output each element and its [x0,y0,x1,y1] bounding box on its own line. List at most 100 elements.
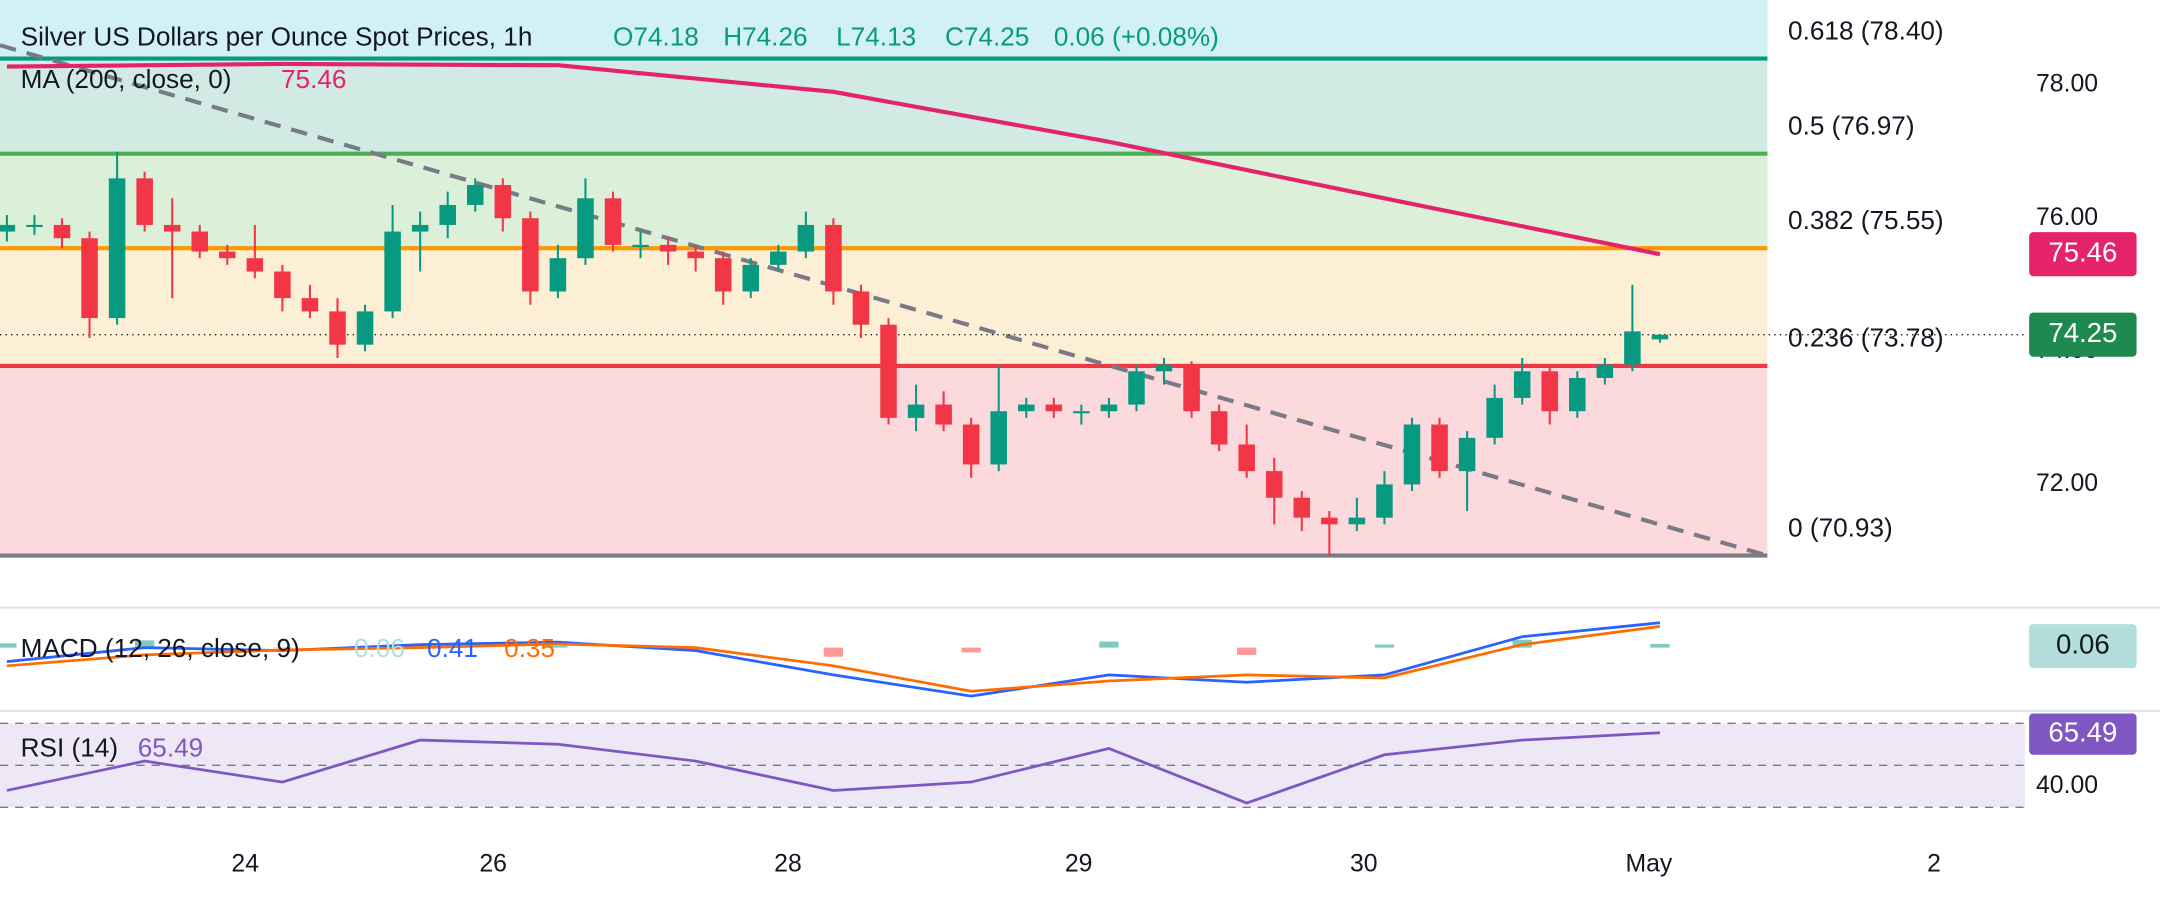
candle-body [1238,444,1255,472]
candle-body [797,224,815,252]
candle-body [53,224,71,239]
candle-body [935,404,952,425]
candle-body [191,231,209,252]
candle-body [880,324,897,418]
candle-body [411,224,429,232]
candle-body [1513,371,1531,398]
candle-body [962,424,980,465]
macd-badge [2029,624,2137,669]
macd-badge-text: 0.06 [2056,628,2110,659]
candle-body [1486,397,1503,438]
ohlc-label: C74.25 [945,22,1029,52]
candle-body [632,244,649,247]
macd-hist-bar [1650,643,1670,648]
ma-badge [2029,232,2137,277]
candle-body [742,264,760,292]
candle-body [1541,371,1559,412]
fib-band [0,0,1768,59]
signal-line [6,625,1661,693]
rsi-badge-text: 65.49 [2048,716,2117,747]
candle-body [907,404,925,418]
x-tick-label: 29 [1065,851,1093,878]
candle-body [1403,424,1421,485]
candle-body [1293,497,1311,518]
macd-hist-bar [0,643,17,648]
macd-hist-bar [1374,644,1395,648]
macd-hist-bar [410,644,430,648]
candle-body [714,258,732,292]
candle-body [439,204,456,225]
macd-hist-bar [135,640,155,648]
candle-body [549,258,567,292]
ohlc-label: L74.13 [836,22,916,52]
candle-body [1569,377,1586,412]
candle-body [852,291,870,325]
candle-body [1128,371,1145,405]
candle-body [0,224,16,232]
y-tick-label: 72.00 [2036,470,2098,497]
candle-body [1183,364,1200,412]
fib-label: 0.236 (73.78) [1788,323,1944,353]
candle-body [136,178,153,225]
candle-body [1210,411,1228,445]
ma-line [6,61,1661,257]
rsi-legend: RSI (14) [21,732,118,762]
candle-body [1376,484,1393,518]
candle-body [301,298,319,312]
y-tick-label: 78.00 [2036,71,2098,98]
macd-legend-value: 0.06 [354,633,405,663]
x-tick-label: 2 [1927,851,1941,878]
fib-band [0,153,1768,249]
rsi-line [6,731,1661,805]
ma-legend-value: 75.46 [281,64,346,94]
candle-body [990,411,1007,465]
candle-body [163,224,181,232]
rsi-badge [2029,713,2137,755]
candle-body [522,218,539,292]
trendline [0,43,1768,558]
candle-body [577,198,594,259]
fib-label: 0.618 (78.40) [1788,15,1944,45]
ma-legend: MA (200, close, 0) [21,64,232,94]
x-tick-label: 28 [774,851,802,878]
change-label: 0.06 (+0.08%) [1054,22,1219,52]
candle-body [1624,331,1641,365]
rsi-tick-label: 40.00 [2036,772,2098,799]
macd-hist-bar [823,647,844,657]
price-badge-text: 74.25 [2048,317,2117,348]
candle-body [81,238,98,319]
candle-body [1431,424,1448,472]
candle-body [1348,517,1366,525]
candle-body [329,311,346,345]
macd-hist-bar [548,645,568,648]
x-tick-label: 24 [231,851,259,878]
y-tick-label: 76.00 [2036,204,2098,231]
candle-body [108,178,126,319]
candle-body [1321,517,1338,525]
candle-body [1651,334,1669,340]
candle-body [466,185,484,205]
macd-legend-value: 0.41 [427,633,478,663]
candle-body [246,258,264,272]
candle-body [274,271,291,299]
fib-label: 0 (70.93) [1788,512,1893,542]
candle-body [1155,364,1173,372]
candle-body [1045,404,1063,412]
ma-badge-text: 75.46 [2048,236,2117,267]
macd-legend-value: 0.35 [504,633,555,663]
macd-hist-bar [272,647,293,649]
candle-body [356,311,374,345]
candle-body [604,198,622,245]
macd-hist-bar [686,647,706,651]
candle-body [1265,471,1283,498]
price-badge [2029,312,2137,357]
chart-title: Silver US Dollars per Ounce Spot Prices,… [21,22,533,52]
candle-body [1073,411,1090,414]
candle-body [1458,437,1476,472]
candle-body [26,224,43,227]
x-tick-label: 30 [1350,851,1378,878]
candle-body [1596,364,1614,378]
candle-body [384,231,401,312]
macd-hist-bar [1237,647,1257,655]
fib-label: 0.382 (75.55) [1788,205,1944,235]
